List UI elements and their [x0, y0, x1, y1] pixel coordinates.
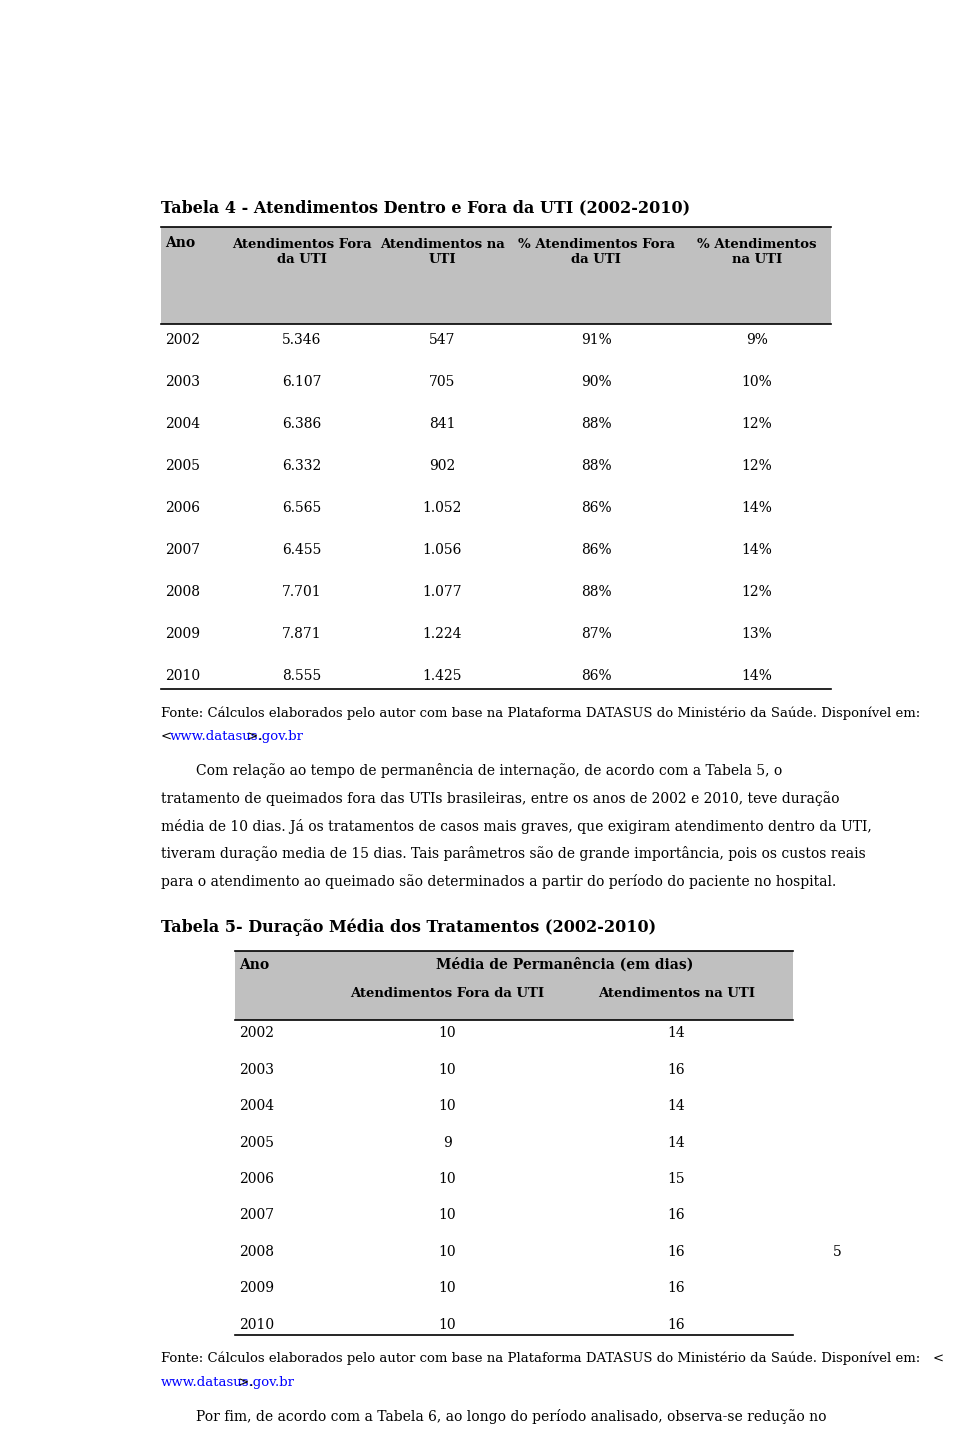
Text: tratamento de queimados fora das UTIs brasileiras, entre os anos de 2002 e 2010,: tratamento de queimados fora das UTIs br… — [161, 792, 839, 806]
Text: Atendimentos Fora da UTI: Atendimentos Fora da UTI — [350, 987, 544, 999]
Text: 2006: 2006 — [165, 500, 200, 515]
Text: tiveram duração media de 15 dias. Tais parâmetros são de grande importância, poi: tiveram duração media de 15 dias. Tais p… — [161, 846, 866, 862]
Text: Atendimentos na UTI: Atendimentos na UTI — [598, 987, 755, 999]
Text: 1.052: 1.052 — [422, 500, 462, 515]
Text: 841: 841 — [429, 417, 455, 432]
Text: 86%: 86% — [581, 543, 612, 556]
Text: 8.555: 8.555 — [282, 670, 322, 683]
Text: 15: 15 — [667, 1172, 684, 1186]
Text: 2002: 2002 — [165, 333, 200, 347]
Text: 2007: 2007 — [239, 1209, 275, 1222]
Text: Atendimentos Fora
da UTI: Atendimentos Fora da UTI — [231, 238, 372, 267]
Text: Com relação ao tempo de permanência de internação, de acordo com a Tabela 5, o: Com relação ao tempo de permanência de i… — [161, 763, 782, 779]
Text: 86%: 86% — [581, 670, 612, 683]
Text: 10: 10 — [439, 1098, 456, 1113]
Text: 10: 10 — [439, 1318, 456, 1332]
Text: <: < — [161, 730, 177, 743]
Text: 6.565: 6.565 — [282, 500, 322, 515]
Text: 7.871: 7.871 — [281, 627, 322, 641]
Text: 87%: 87% — [581, 627, 612, 641]
Text: Atendimentos na
UTI: Atendimentos na UTI — [380, 238, 505, 267]
Text: 2003: 2003 — [165, 376, 200, 389]
Text: 14: 14 — [667, 1027, 685, 1040]
Text: 2008: 2008 — [239, 1245, 274, 1259]
Text: 10%: 10% — [741, 376, 772, 389]
Text: 1.056: 1.056 — [422, 543, 462, 556]
Text: www.datasus.gov.br: www.datasus.gov.br — [170, 730, 304, 743]
Text: 9: 9 — [443, 1136, 452, 1150]
Text: 547: 547 — [429, 333, 455, 347]
Text: 12%: 12% — [741, 459, 772, 473]
Bar — [161, 227, 830, 324]
Text: 2003: 2003 — [239, 1063, 274, 1077]
Text: Tabela 4 - Atendimentos Dentro e Fora da UTI (2002-2010): Tabela 4 - Atendimentos Dentro e Fora da… — [161, 199, 690, 217]
Text: Tabela 5- Duração Média dos Tratamentos (2002-2010): Tabela 5- Duração Média dos Tratamentos … — [161, 918, 656, 935]
Text: 6.386: 6.386 — [282, 417, 322, 432]
Text: Média de Permanência (em dias): Média de Permanência (em dias) — [436, 958, 693, 972]
Text: % Atendimentos Fora
da UTI: % Atendimentos Fora da UTI — [517, 238, 675, 267]
Text: Por fim, de acordo com a Tabela 6, ao longo do período analisado, observa-se red: Por fim, de acordo com a Tabela 6, ao lo… — [161, 1408, 827, 1424]
Text: Ano: Ano — [165, 237, 195, 250]
Text: www.datasus.gov.br: www.datasus.gov.br — [161, 1375, 295, 1388]
Text: 6.107: 6.107 — [282, 376, 322, 389]
Text: 86%: 86% — [581, 500, 612, 515]
Text: 2009: 2009 — [165, 627, 200, 641]
Text: 10: 10 — [439, 1063, 456, 1077]
Text: 16: 16 — [667, 1245, 684, 1259]
Text: 2009: 2009 — [239, 1282, 274, 1295]
Text: % Atendimentos
na UTI: % Atendimentos na UTI — [697, 238, 817, 267]
Text: 88%: 88% — [581, 459, 612, 473]
Text: 2007: 2007 — [165, 543, 200, 556]
Text: 1.077: 1.077 — [422, 585, 462, 599]
Text: 14: 14 — [667, 1136, 685, 1150]
Bar — [235, 951, 793, 1020]
Text: média de 10 dias. Já os tratamentos de casos mais graves, que exigiram atendimen: média de 10 dias. Já os tratamentos de c… — [161, 819, 872, 833]
Text: 16: 16 — [667, 1209, 684, 1222]
Text: Fonte: Cálculos elaborados pelo autor com base na Plataforma DATASUS do Ministér: Fonte: Cálculos elaborados pelo autor co… — [161, 706, 921, 720]
Text: 2004: 2004 — [239, 1098, 275, 1113]
Text: 6.332: 6.332 — [282, 459, 322, 473]
Text: 88%: 88% — [581, 585, 612, 599]
Text: 2006: 2006 — [239, 1172, 274, 1186]
Text: 14%: 14% — [741, 670, 772, 683]
Text: 9%: 9% — [746, 333, 768, 347]
Text: 7.701: 7.701 — [281, 585, 322, 599]
Text: 14%: 14% — [741, 543, 772, 556]
Text: 705: 705 — [429, 376, 455, 389]
Text: >.: >. — [243, 730, 262, 743]
Text: 10: 10 — [439, 1245, 456, 1259]
Text: 2004: 2004 — [165, 417, 200, 432]
Text: Fonte: Cálculos elaborados pelo autor com base na Plataforma DATASUS do Ministér: Fonte: Cálculos elaborados pelo autor co… — [161, 1351, 944, 1365]
Text: 10: 10 — [439, 1282, 456, 1295]
Text: 5: 5 — [833, 1245, 842, 1259]
Text: 2010: 2010 — [165, 670, 200, 683]
Text: 5.346: 5.346 — [282, 333, 322, 347]
Text: 13%: 13% — [741, 627, 772, 641]
Text: 902: 902 — [429, 459, 455, 473]
Text: 88%: 88% — [581, 417, 612, 432]
Text: 90%: 90% — [581, 376, 612, 389]
Text: 10: 10 — [439, 1172, 456, 1186]
Text: 10: 10 — [439, 1027, 456, 1040]
Text: 14%: 14% — [741, 500, 772, 515]
Text: 6.455: 6.455 — [282, 543, 322, 556]
Text: 2008: 2008 — [165, 585, 200, 599]
Text: 1.425: 1.425 — [422, 670, 462, 683]
Text: >.: >. — [234, 1375, 253, 1388]
Text: 2005: 2005 — [239, 1136, 274, 1150]
Text: Ano: Ano — [239, 958, 269, 972]
Text: 10: 10 — [439, 1209, 456, 1222]
Text: 2010: 2010 — [239, 1318, 275, 1332]
Text: para o atendimento ao queimado são determinados a partir do período do paciente : para o atendimento ao queimado são deter… — [161, 873, 836, 889]
Text: 12%: 12% — [741, 585, 772, 599]
Text: 91%: 91% — [581, 333, 612, 347]
Text: 2005: 2005 — [165, 459, 200, 473]
Text: 14: 14 — [667, 1098, 685, 1113]
Text: 2002: 2002 — [239, 1027, 274, 1040]
Text: 16: 16 — [667, 1318, 684, 1332]
Text: 12%: 12% — [741, 417, 772, 432]
Text: 1.224: 1.224 — [422, 627, 462, 641]
Text: 16: 16 — [667, 1282, 684, 1295]
Text: 16: 16 — [667, 1063, 684, 1077]
